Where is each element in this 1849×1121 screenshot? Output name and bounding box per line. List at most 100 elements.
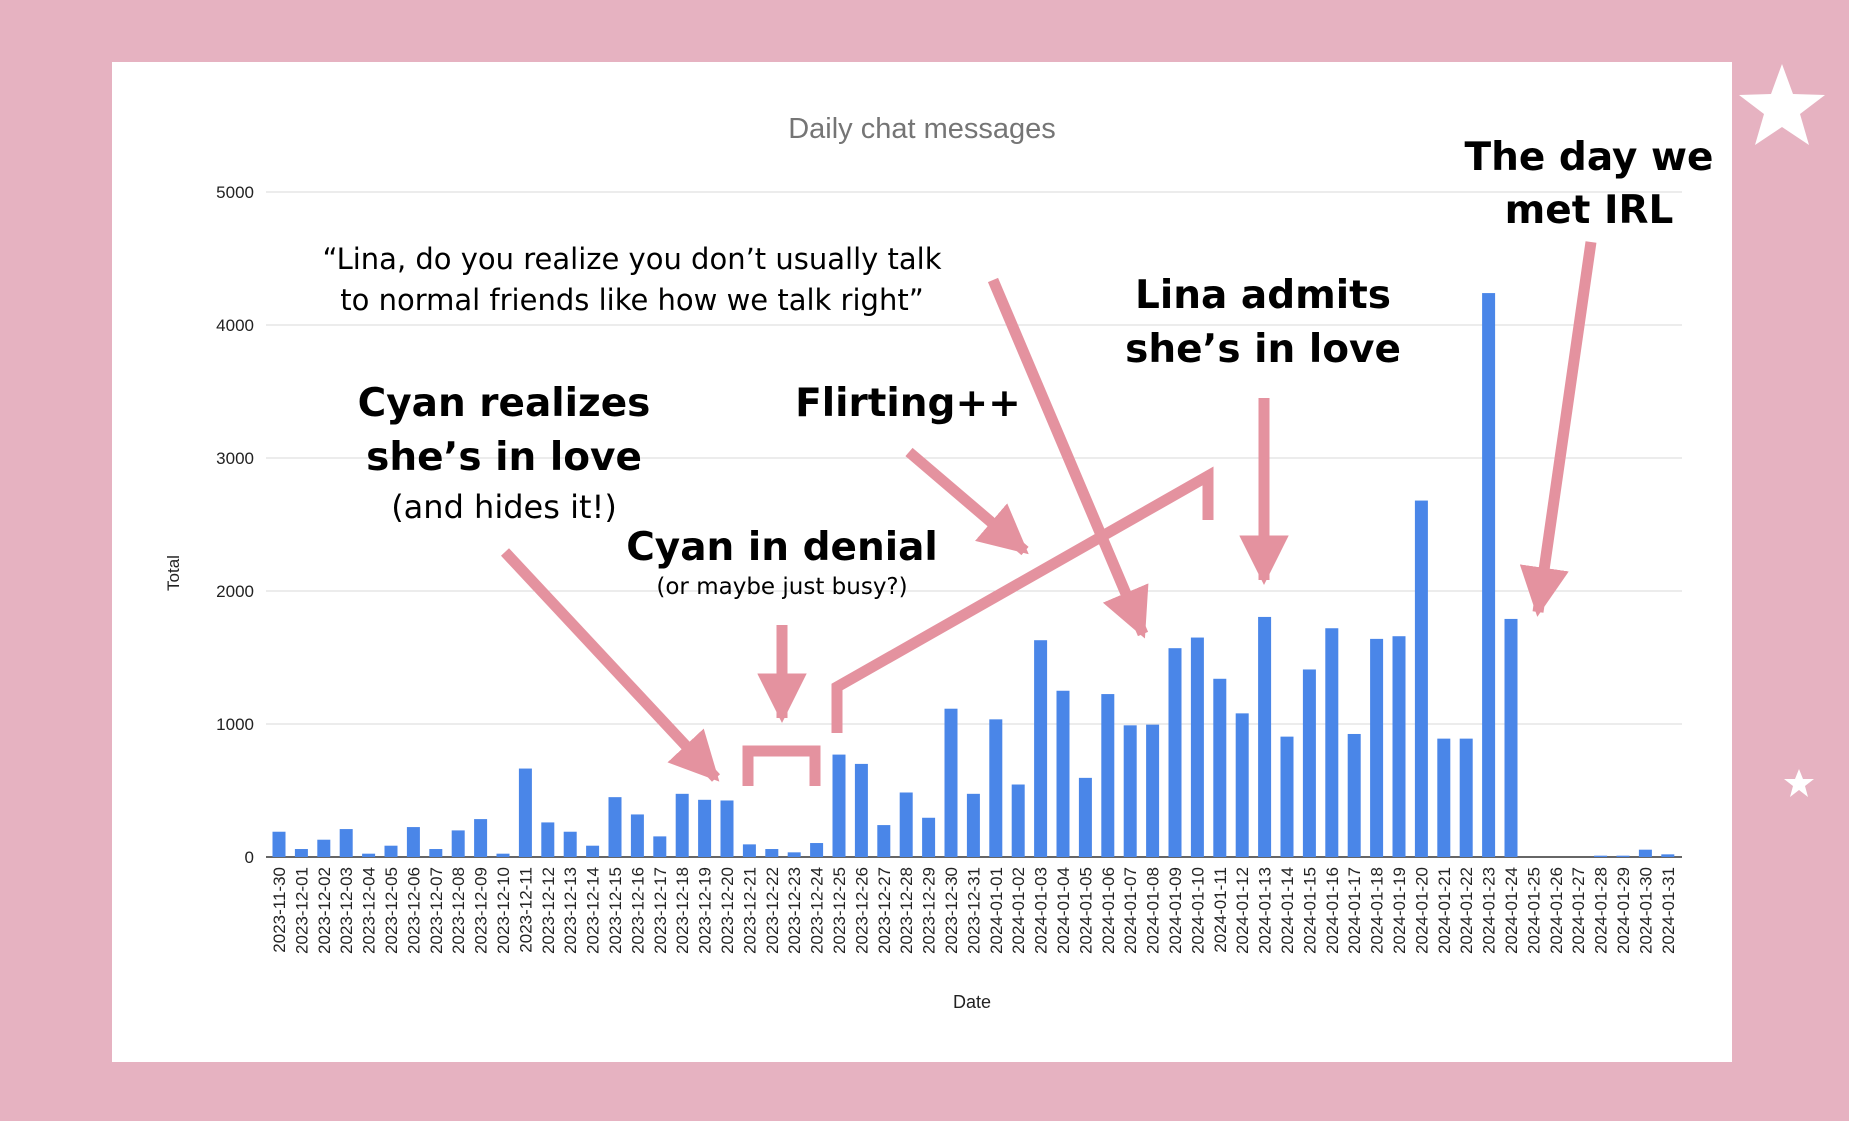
x-tick-label: 2024-01-28 [1592, 867, 1611, 954]
x-tick-label: 2024-01-25 [1524, 867, 1543, 954]
x-tick-label: 2023-12-08 [449, 867, 468, 954]
x-tick-label: 2023-12-23 [785, 867, 804, 954]
x-tick-label: 2023-12-16 [628, 867, 647, 954]
annotation-cyan-denial-line2: (or maybe just busy?) [656, 574, 907, 600]
bar-2023-12-25 [832, 754, 846, 857]
x-tick-label: 2024-01-14 [1278, 867, 1297, 954]
bar-2024-01-30 [1638, 849, 1652, 857]
x-tick-label: 2024-01-11 [1211, 867, 1230, 953]
y-tick-label: 3000 [216, 449, 254, 468]
x-tick-label: 2023-12-26 [852, 867, 871, 954]
x-tick-label: 2023-12-29 [920, 867, 939, 954]
x-tick-label: 2024-01-18 [1368, 867, 1387, 954]
bar-2024-01-02 [1011, 784, 1025, 857]
bar-2024-01-05 [1078, 777, 1092, 857]
x-tick-label: 2023-12-19 [696, 867, 715, 954]
bar-2023-11-30 [272, 831, 286, 857]
y-tick-label: 4000 [216, 316, 254, 335]
x-axis-label: Date [953, 992, 991, 1012]
x-tick-label: 2024-01-31 [1659, 867, 1678, 954]
bar-2023-12-31 [966, 793, 980, 857]
arrow-met-irl [1519, 241, 1597, 617]
y-tick-label: 1000 [216, 715, 254, 734]
bar-2023-12-09 [474, 819, 488, 857]
bar-2024-01-13 [1258, 616, 1272, 857]
x-tick-label: 2024-01-08 [1144, 867, 1163, 954]
arrow-quote [987, 277, 1149, 639]
bar-2024-01-07 [1123, 725, 1137, 857]
x-tick-label: 2024-01-21 [1435, 867, 1454, 954]
bar-2024-01-01 [989, 719, 1003, 857]
x-tick-label: 2024-01-16 [1323, 867, 1342, 954]
x-tick-label: 2023-12-06 [404, 867, 423, 954]
bar-2023-12-26 [854, 763, 868, 857]
x-tick-label: 2024-01-07 [1121, 867, 1140, 954]
star-icon [1739, 64, 1825, 145]
star-icon [1784, 769, 1814, 797]
y-tick-label: 2000 [216, 582, 254, 601]
x-tick-label: 2023-12-14 [584, 867, 603, 954]
bar-2024-01-19 [1392, 636, 1406, 857]
annotation-arrows [500, 241, 1597, 786]
y-tick-label: 0 [245, 848, 254, 867]
bar-2023-12-20 [720, 800, 734, 857]
x-tick-label: 2023-12-02 [315, 867, 334, 954]
x-tick-label: 2023-12-20 [718, 867, 737, 954]
bar-2024-01-06 [1101, 694, 1115, 857]
bar-2024-01-04 [1056, 690, 1070, 857]
bar-2024-01-15 [1302, 669, 1316, 857]
x-tick-label: 2023-12-12 [539, 867, 558, 954]
x-tick-label: 2024-01-03 [1032, 867, 1051, 954]
bar-2023-12-13 [563, 831, 577, 857]
bar-2023-12-18 [675, 793, 689, 857]
x-tick-label: 2023-12-30 [942, 867, 961, 954]
x-tick-label: 2023-12-09 [472, 867, 491, 954]
bar-2024-01-17 [1347, 733, 1361, 857]
bar-2024-01-08 [1146, 724, 1160, 857]
chart-card [112, 62, 1732, 1062]
x-tick-label: 2023-12-01 [292, 867, 311, 954]
bar-2023-12-14 [586, 845, 600, 857]
bar-2024-01-24 [1504, 618, 1518, 857]
bar-2024-01-29 [1616, 855, 1630, 857]
bar-2023-12-10 [496, 853, 510, 857]
x-tick-label: 2024-01-27 [1569, 867, 1588, 954]
x-tick-label: 2023-12-05 [382, 867, 401, 954]
bar-2023-12-11 [518, 768, 532, 857]
bar-2024-01-14 [1280, 736, 1294, 857]
bar-2024-01-12 [1235, 713, 1249, 857]
annotation-met-irl-line2: met IRL [1505, 188, 1674, 233]
x-tick-label: 2024-01-19 [1390, 867, 1409, 954]
bar-2023-12-15 [608, 797, 622, 857]
x-tick-label: 2024-01-23 [1480, 867, 1499, 954]
x-tick-label: 2024-01-22 [1457, 867, 1476, 954]
bar-2023-12-08 [451, 830, 465, 857]
bar-2023-12-16 [630, 814, 644, 857]
x-tick-label: 2024-01-01 [987, 867, 1006, 954]
bar-2023-12-12 [541, 822, 555, 857]
annotation-quote-line1: “Lina, do you realize you don’t usually … [322, 242, 941, 276]
bar-2024-01-16 [1325, 628, 1339, 857]
x-tick-label: 2024-01-12 [1233, 867, 1252, 954]
bar-2024-01-31 [1661, 854, 1675, 857]
bar-2023-12-03 [339, 829, 353, 857]
bar-2024-01-28 [1594, 855, 1608, 857]
bar-2023-12-30 [944, 708, 958, 857]
x-tick-label: 2023-12-07 [427, 867, 446, 954]
x-tick-label: 2023-12-24 [808, 867, 827, 954]
x-tick-label: 2023-12-25 [830, 867, 849, 954]
arrow-cyan-realizes [500, 548, 721, 782]
x-tick-label: 2024-01-02 [1009, 867, 1028, 954]
annotation-lina-admits-line1: Lina admits [1135, 273, 1391, 318]
bar-2023-12-29 [922, 817, 936, 857]
x-tick-label: 2023-12-21 [740, 867, 759, 954]
y-axis-label: Total [164, 555, 183, 591]
x-tick-label: 2024-01-10 [1188, 867, 1207, 954]
bar-2024-01-11 [1213, 678, 1227, 857]
arrow-flirting [905, 447, 1029, 556]
bar-2023-12-04 [362, 853, 376, 857]
bar-2024-01-21 [1437, 738, 1451, 857]
x-tick-label: 2024-01-09 [1166, 867, 1185, 954]
x-tick-label: 2024-01-29 [1614, 867, 1633, 954]
